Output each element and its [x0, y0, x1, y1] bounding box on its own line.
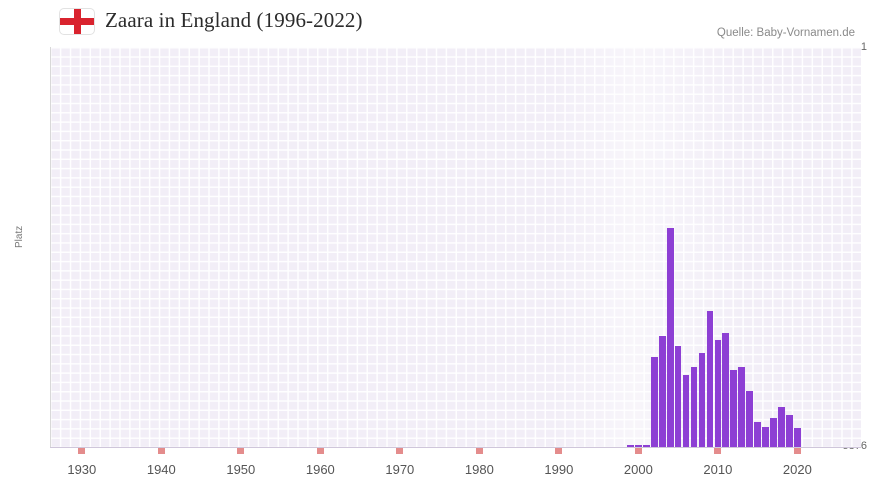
- bar-series: [50, 47, 861, 447]
- bar: [770, 418, 777, 447]
- x-axis-tick-label: 2010: [703, 462, 733, 477]
- x-axis-tick-mark: [475, 448, 483, 454]
- bar: [730, 370, 738, 447]
- x-axis-tick-mark: [237, 448, 245, 454]
- plot-area: [50, 47, 861, 448]
- bar: [642, 445, 650, 447]
- bar: [650, 357, 658, 447]
- bar: [706, 311, 714, 447]
- x-axis-tick-mark: [714, 448, 722, 454]
- flag-cross-horizontal: [60, 18, 94, 25]
- x-axis-tick-mark: [793, 448, 801, 454]
- bar: [658, 336, 666, 447]
- x-axis-tick-label: 1970: [385, 462, 415, 477]
- x-axis-tick-mark: [555, 448, 563, 454]
- x-axis-tick-label: 1930: [67, 462, 97, 477]
- source-label: Quelle: Baby-Vornamen.de: [716, 27, 855, 39]
- x-axis-tick-mark: [316, 448, 324, 454]
- x-axis: 1930 1940 1950 1960 1970 1980 1990 2000 2010 2020: [50, 448, 861, 478]
- x-axis-tick-label: 2000: [623, 462, 653, 477]
- bar: [674, 345, 682, 447]
- bar: [794, 428, 801, 447]
- y-axis-title: Platz: [14, 225, 25, 248]
- x-axis-tick-label: 1950: [226, 462, 256, 477]
- bar: [690, 366, 698, 447]
- x-axis-tick-label: 1980: [464, 462, 494, 477]
- bar: [738, 366, 746, 447]
- x-axis-tick-mark: [396, 448, 404, 454]
- bar: [714, 340, 722, 447]
- bar: [627, 445, 634, 447]
- x-axis-tick-label: 1960: [305, 462, 335, 477]
- bar: [746, 390, 754, 447]
- bar: [682, 375, 690, 447]
- bar: [698, 353, 706, 447]
- y-axis-tick-top: 1: [860, 41, 867, 53]
- x-axis-tick-mark: [78, 448, 86, 454]
- bar: [754, 422, 761, 447]
- x-axis-tick-label: 2020: [782, 462, 812, 477]
- bar: [786, 414, 793, 447]
- bar: [762, 426, 769, 447]
- england-flag-icon: [60, 9, 94, 34]
- chart-header: Zaara in England (1996-2022) Quelle: Bab…: [0, 0, 873, 46]
- x-axis-tick-label: 1990: [544, 462, 574, 477]
- bar: [666, 228, 674, 447]
- x-axis-line: [50, 447, 861, 448]
- x-axis-tick-mark: [157, 448, 165, 454]
- bar: [635, 445, 642, 447]
- x-axis-tick-mark: [634, 448, 642, 454]
- page-title: Zaara in England (1996-2022): [105, 8, 363, 32]
- y-axis-line: [50, 47, 51, 447]
- bar: [778, 407, 785, 447]
- bar: [722, 332, 730, 447]
- x-axis-tick-label: 1940: [146, 462, 176, 477]
